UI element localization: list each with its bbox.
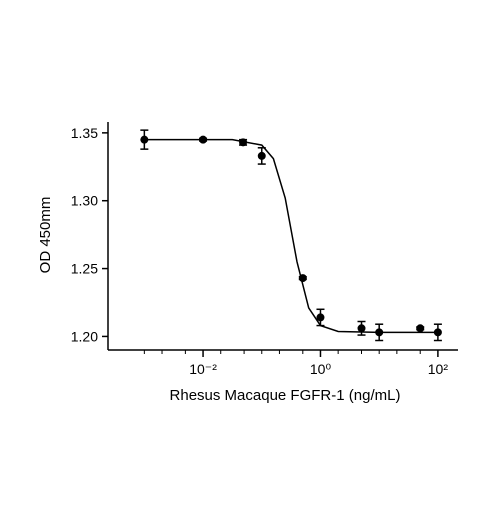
data-point (140, 135, 149, 144)
x-tick-label: 10² (428, 361, 449, 377)
y-axis-label: OD 450mm (37, 197, 54, 274)
y-tick-label: 1.25 (71, 261, 98, 277)
y-tick-label: 1.30 (71, 193, 98, 209)
data-point (416, 324, 425, 333)
data-point (357, 324, 366, 333)
data-point (199, 135, 208, 144)
x-tick-label: 10⁰ (310, 361, 332, 377)
fit-curve (144, 138, 438, 334)
data-point (257, 151, 266, 160)
data-point (298, 274, 307, 283)
x-tick-label: 10⁻² (189, 361, 217, 377)
y-tick-label: 1.20 (71, 328, 98, 344)
data-point (433, 328, 442, 337)
data-point (239, 138, 248, 147)
data-point (316, 313, 325, 322)
y-tick-label: 1.35 (71, 125, 98, 141)
x-axis-label: Rhesus Macaque FGFR-1 (ng/mL) (170, 387, 401, 404)
data-point (375, 328, 384, 337)
